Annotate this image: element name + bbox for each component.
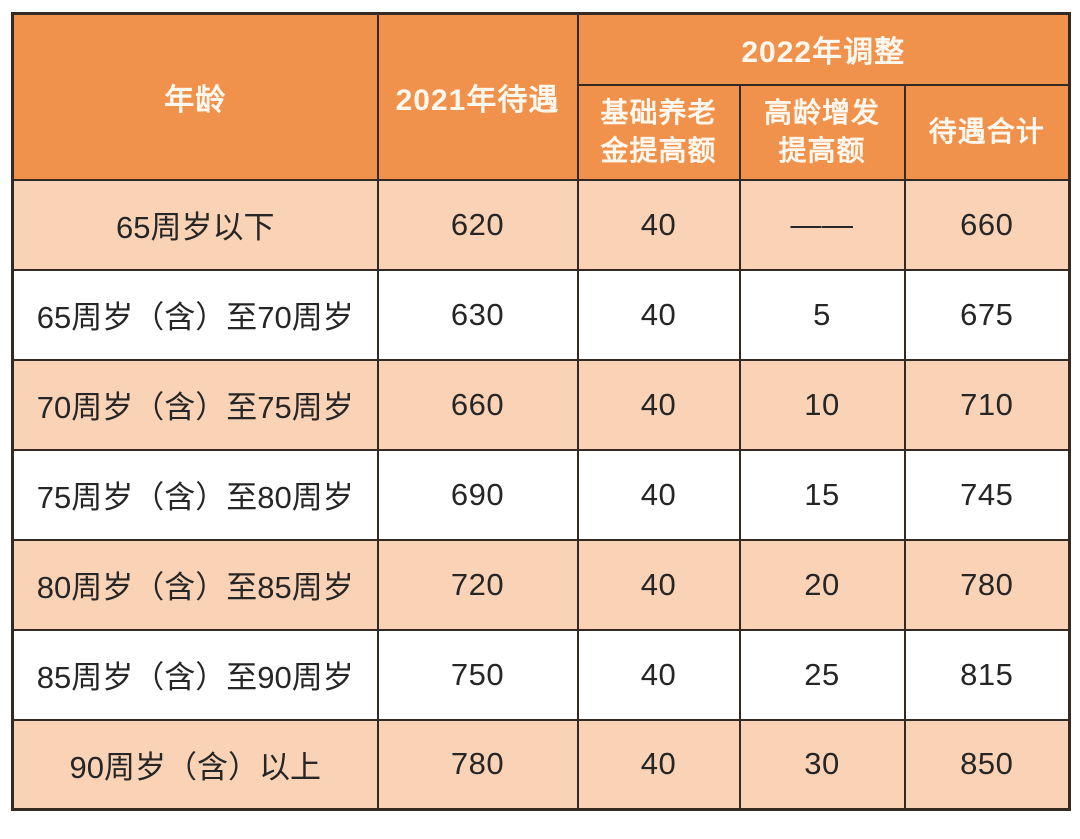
cell-basic-increase: 40 <box>576 448 741 541</box>
cell-age: 65周岁（含）至70周岁 <box>11 268 379 361</box>
cell-elderly-increase: 15 <box>738 448 906 541</box>
header-total-benefit: 待遇合计 <box>903 83 1071 181</box>
cell-age: 85周岁（含）至90周岁 <box>11 628 379 721</box>
cell-age: 65周岁以下 <box>11 178 379 271</box>
cell-basic-increase: 40 <box>576 718 741 811</box>
header-elderly-extra-increase: 高龄增发 提高额 <box>738 83 906 181</box>
table-row: 75周岁（含）至80周岁 690 40 15 745 <box>11 448 1071 541</box>
cell-total: 745 <box>903 448 1071 541</box>
table-body: 65周岁以下 620 40 —— 660 65周岁（含）至70周岁 630 40… <box>11 178 1071 811</box>
cell-total: 780 <box>903 538 1071 631</box>
cell-age: 75周岁（含）至80周岁 <box>11 448 379 541</box>
header-age: 年龄 <box>11 12 379 181</box>
cell-elderly-increase: 30 <box>738 718 906 811</box>
cell-elderly-increase: —— <box>738 178 906 271</box>
cell-age: 80周岁（含）至85周岁 <box>11 538 379 631</box>
cell-benefit-2021: 690 <box>376 448 579 541</box>
cell-benefit-2021: 620 <box>376 178 579 271</box>
cell-basic-increase: 40 <box>576 178 741 271</box>
header-row-top: 年龄 2021年待遇 2022年调整 <box>11 12 1071 181</box>
cell-basic-increase: 40 <box>576 358 741 451</box>
header-benefit-2021: 2021年待遇 <box>376 12 579 181</box>
cell-total: 710 <box>903 358 1071 451</box>
table-header: 年龄 2021年待遇 2022年调整 基础养老 金提高额 高龄增发 提高额 待遇… <box>11 12 1071 181</box>
cell-benefit-2021: 750 <box>376 628 579 721</box>
cell-benefit-2021: 660 <box>376 358 579 451</box>
cell-total: 850 <box>903 718 1071 811</box>
cell-age: 90周岁（含）以上 <box>11 718 379 811</box>
table-row: 70周岁（含）至75周岁 660 40 10 710 <box>11 358 1071 451</box>
cell-benefit-2021: 720 <box>376 538 579 631</box>
cell-basic-increase: 40 <box>576 538 741 631</box>
cell-total: 675 <box>903 268 1071 361</box>
cell-elderly-increase: 10 <box>738 358 906 451</box>
table-row: 80周岁（含）至85周岁 720 40 20 780 <box>11 538 1071 631</box>
cell-age: 70周岁（含）至75周岁 <box>11 358 379 451</box>
cell-total: 660 <box>903 178 1071 271</box>
cell-basic-increase: 40 <box>576 628 741 721</box>
table-row: 65周岁（含）至70周岁 630 40 5 675 <box>11 268 1071 361</box>
table-row: 65周岁以下 620 40 —— 660 <box>11 178 1071 271</box>
cell-elderly-increase: 5 <box>738 268 906 361</box>
cell-basic-increase: 40 <box>576 268 741 361</box>
header-basic-pension-increase: 基础养老 金提高额 <box>576 83 741 181</box>
header-adjustment-2022-group: 2022年调整 <box>576 12 1071 86</box>
table-row: 90周岁（含）以上 780 40 30 850 <box>11 718 1071 811</box>
pension-adjustment-table: 年龄 2021年待遇 2022年调整 基础养老 金提高额 高龄增发 提高额 待遇… <box>11 12 1072 811</box>
cell-benefit-2021: 780 <box>376 718 579 811</box>
cell-elderly-increase: 20 <box>738 538 906 631</box>
cell-total: 815 <box>903 628 1071 721</box>
header-row-sub: 基础养老 金提高额 高龄增发 提高额 待遇合计 <box>13 83 1071 181</box>
cell-elderly-increase: 25 <box>738 628 906 721</box>
table-row: 85周岁（含）至90周岁 750 40 25 815 <box>11 628 1071 721</box>
cell-benefit-2021: 630 <box>376 268 579 361</box>
